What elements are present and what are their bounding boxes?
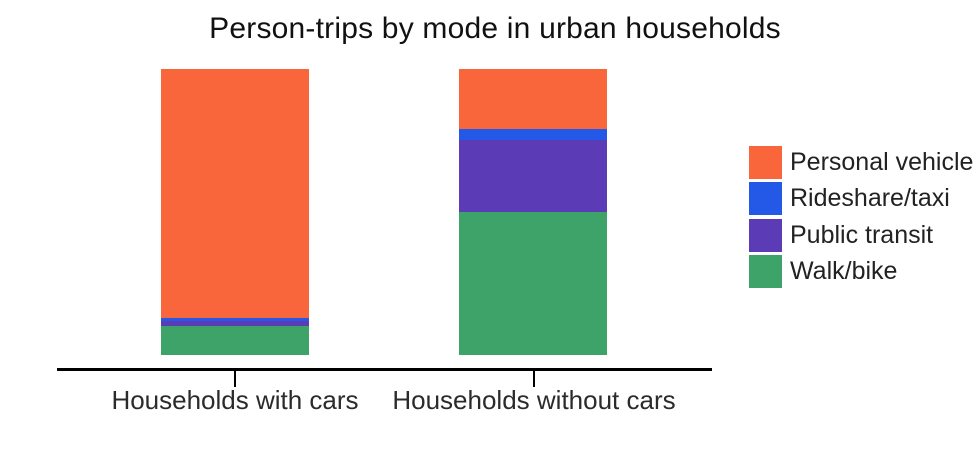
chart-title: Person-trips by mode in urban households [209,12,781,45]
bar-segment-walk-bike [459,211,607,355]
bar-segment-personal-vehicle [161,69,309,318]
legend-label-personal-vehicle: Personal vehicle [790,148,974,176]
legend-item-walk-bike: Walk/bike [749,255,973,289]
bar-segment-rideshare-taxi [161,317,309,321]
x-axis-label-households-without-cars: Households without cars [392,385,676,415]
x-axis-line [57,368,712,371]
legend-item-public-transit: Public transit [749,218,973,252]
bar-segment-rideshare-taxi [459,129,607,141]
x-axis-label-households-with-cars: Households with cars [111,385,359,415]
bar-segment-personal-vehicle [459,69,607,130]
legend-item-personal-vehicle: Personal vehicle [749,146,973,179]
legend-swatch-rideshare-taxi [749,182,782,216]
legend-swatch-walk-bike [749,255,782,289]
stacked-bar-households-without-cars [459,69,607,355]
legend: Personal vehicle Rideshare/taxi Public tra… [749,146,973,289]
x-axis-tick [233,369,237,387]
legend-swatch-personal-vehicle [749,146,782,179]
legend-label-walk-bike: Walk/bike [790,257,898,286]
legend-label-rideshare-taxi: Rideshare/taxi [790,184,950,213]
bar-segment-public-transit [459,140,607,212]
legend-swatch-public-transit [749,218,782,252]
stacked-bar-households-with-cars [161,69,309,355]
legend-item-rideshare-taxi: Rideshare/taxi [749,182,973,216]
x-axis-tick [532,369,536,387]
legend-label-public-transit: Public transit [790,220,934,249]
bar-segment-public-transit [161,320,309,327]
bar-segment-walk-bike [161,326,309,355]
